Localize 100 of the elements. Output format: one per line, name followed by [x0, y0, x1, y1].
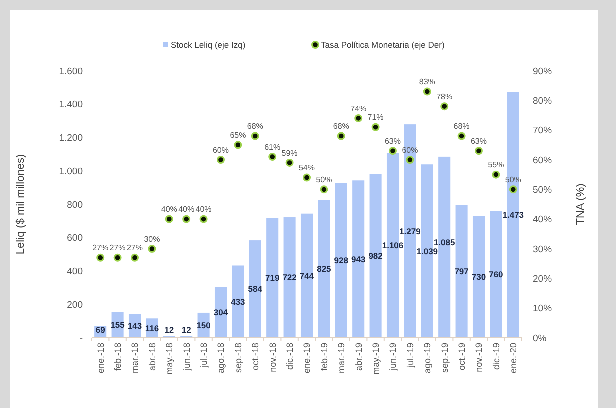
bar [335, 183, 348, 338]
x-tick-label: ene.-20 [508, 343, 519, 374]
data-label: 744 [300, 270, 314, 281]
bar [456, 205, 468, 338]
data-label: 825 [317, 264, 332, 274]
y-tick-label: 400 [67, 266, 83, 278]
data-label: 1.085 [434, 237, 456, 248]
point [458, 132, 466, 140]
bar [472, 216, 486, 338]
data-label: 40% [161, 205, 178, 214]
x-tick-label: jul.-19 [405, 343, 416, 369]
data-label: 143 [128, 321, 142, 332]
data-label: 74% [350, 104, 367, 114]
bar [318, 200, 330, 338]
x-tick-label: dic.-18 [284, 343, 295, 370]
x-tick-label: sep.-19 [440, 343, 450, 374]
bar [300, 214, 314, 338]
y2-tick-label: 10% [533, 304, 553, 315]
y2-tick-label: 90% [533, 66, 553, 78]
data-label: 943 [352, 254, 366, 264]
point [320, 186, 328, 194]
data-label: 304 [214, 308, 228, 318]
data-label: 584 [248, 284, 263, 294]
point [200, 215, 208, 224]
data-label: 40% [178, 205, 195, 214]
data-label: 68% [247, 122, 264, 132]
point [251, 132, 260, 140]
bar [232, 266, 244, 338]
point [148, 245, 156, 253]
legend-label: Tasa Política Monetaria (eje Der) [321, 40, 445, 50]
x-tick-label: oct.-19 [456, 343, 467, 371]
x-tick-label: feb.-18 [112, 343, 123, 372]
data-label: 55% [488, 160, 504, 170]
y-tick-label: - [80, 333, 83, 344]
point [389, 147, 397, 156]
bar [249, 240, 262, 338]
y-tick-label: 800 [67, 200, 83, 211]
data-label: 982 [368, 251, 384, 262]
x-tick-label: nov.-18 [268, 343, 278, 372]
point [492, 170, 500, 179]
y2-axis-title: TNA (%) [575, 184, 587, 226]
y-tick-label: 1.400 [59, 100, 83, 111]
bar [214, 287, 228, 338]
data-label: 12 [164, 324, 174, 335]
x-tick-label: feb.-19 [319, 343, 330, 372]
point [406, 156, 414, 164]
point [217, 156, 225, 164]
data-label: 116 [145, 323, 160, 334]
data-label: 797 [454, 266, 470, 276]
y-tick-label: 1.600 [59, 66, 83, 78]
legend-label: Stock Leliq (eje Izq) [171, 40, 246, 50]
data-label: 61% [264, 142, 281, 152]
data-label: 27% [110, 244, 126, 253]
point [354, 114, 363, 122]
data-label: 63% [470, 136, 488, 146]
point [303, 174, 311, 182]
point [372, 123, 380, 132]
point [509, 186, 518, 194]
x-tick-label: sep.-18 [233, 343, 244, 374]
data-label: 27% [92, 244, 109, 253]
bar [266, 218, 279, 338]
point [268, 153, 277, 162]
data-label: 1.279 [400, 226, 422, 236]
data-label: 12 [182, 324, 192, 335]
y2-tick-label: 50% [533, 184, 553, 196]
x-tick-label: abr.-18 [147, 343, 158, 372]
data-label: 27% [126, 244, 144, 253]
point [475, 147, 483, 156]
data-label: 60% [212, 146, 230, 155]
point [234, 141, 242, 150]
data-label: 65% [230, 130, 246, 140]
bar [284, 218, 296, 338]
data-label: 730 [472, 272, 486, 282]
data-label: 433 [231, 296, 246, 307]
y-tick-label: 1.200 [59, 133, 83, 144]
y2-tick-label: 60% [533, 155, 553, 166]
point [96, 254, 105, 262]
x-tick-label: jul.-18 [198, 343, 209, 369]
point [165, 215, 174, 224]
data-label: 1.473 [502, 210, 524, 220]
y-axis-title: Leliq ($ mil millones) [15, 154, 27, 255]
bar [490, 211, 502, 338]
x-tick-label: jun.-19 [388, 343, 398, 372]
y2-tick-label: 40% [533, 214, 553, 226]
data-label: 30% [144, 234, 160, 244]
x-tick-label: abr.-19 [354, 343, 364, 372]
data-label: 760 [489, 270, 504, 280]
x-tick-label: dic.-19 [491, 343, 502, 370]
data-label: 719 [266, 272, 280, 283]
data-label: 40% [196, 205, 212, 214]
y-tick-label: 600 [67, 233, 83, 244]
bar [352, 180, 365, 338]
data-label: 83% [419, 78, 436, 87]
data-label: 722 [282, 272, 298, 283]
x-tick-label: ene.-19 [302, 343, 312, 374]
data-label: 1.106 [382, 240, 404, 251]
data-label: 50% [505, 175, 522, 184]
data-label: 78% [436, 92, 453, 102]
y-tick-label: 200 [67, 300, 83, 311]
y2-tick-label: 20% [533, 274, 553, 285]
